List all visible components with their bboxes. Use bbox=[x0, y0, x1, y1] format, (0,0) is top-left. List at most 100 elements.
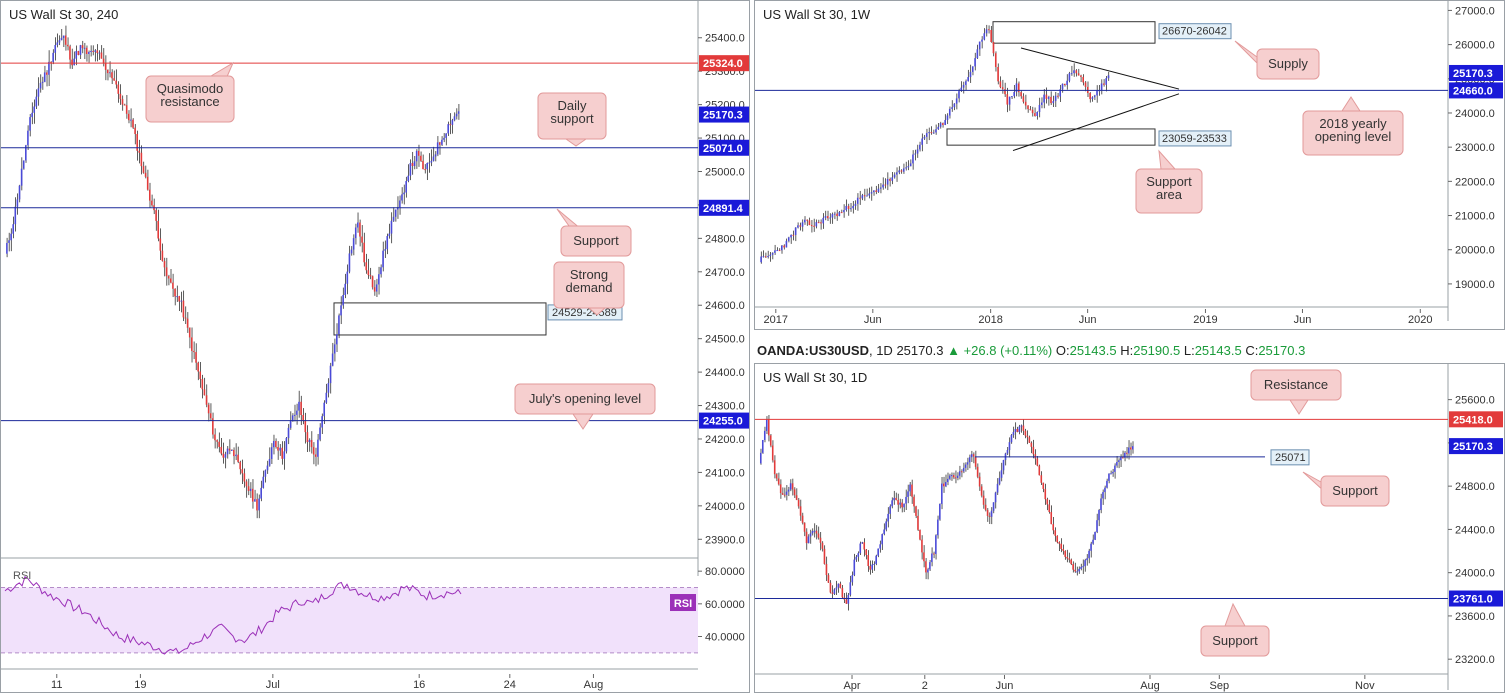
weekly-candle[interactable] bbox=[875, 190, 877, 192]
daily-candle[interactable] bbox=[873, 563, 875, 565]
h4-candle[interactable] bbox=[235, 454, 237, 457]
daily-candle[interactable] bbox=[797, 499, 800, 507]
h4-candle[interactable] bbox=[172, 282, 174, 289]
weekly-candle[interactable] bbox=[1054, 95, 1057, 102]
h4-candle[interactable] bbox=[180, 300, 183, 302]
weekly-candle[interactable] bbox=[960, 87, 963, 92]
h4-candle[interactable] bbox=[256, 499, 258, 511]
daily-candle[interactable] bbox=[897, 499, 899, 505]
h4-candle[interactable] bbox=[241, 469, 244, 474]
h4-candle[interactable] bbox=[249, 488, 252, 491]
h4-candle[interactable] bbox=[434, 154, 437, 157]
daily-chart-panel[interactable]: 25600.025200.024800.024400.024000.023600… bbox=[754, 363, 1505, 693]
daily-candle[interactable] bbox=[911, 484, 913, 497]
daily-candle[interactable] bbox=[805, 531, 808, 544]
weekly-candle[interactable] bbox=[769, 254, 772, 257]
weekly-candle[interactable] bbox=[1059, 89, 1061, 97]
weekly-candle[interactable] bbox=[958, 91, 960, 99]
h4-candle[interactable] bbox=[361, 236, 363, 243]
h4-candle[interactable] bbox=[359, 222, 361, 237]
weekly-candle[interactable] bbox=[955, 98, 958, 104]
h4-candle[interactable] bbox=[29, 117, 31, 131]
h4-candle[interactable] bbox=[52, 52, 54, 63]
h4-candle[interactable] bbox=[308, 440, 311, 443]
daily-candle[interactable] bbox=[905, 496, 907, 504]
daily-candle[interactable] bbox=[759, 452, 762, 464]
h4-candle[interactable] bbox=[302, 414, 304, 421]
daily-candle[interactable] bbox=[765, 419, 768, 431]
daily-candle[interactable] bbox=[833, 589, 836, 594]
h4-candle[interactable] bbox=[331, 353, 334, 366]
h4-candle[interactable] bbox=[455, 113, 458, 117]
weekly-candle[interactable] bbox=[978, 41, 981, 50]
h4-candle[interactable] bbox=[323, 402, 326, 417]
h4-candle[interactable] bbox=[18, 185, 21, 200]
daily-candle[interactable] bbox=[827, 575, 830, 583]
daily-candle[interactable] bbox=[1002, 460, 1005, 471]
weekly-candle[interactable] bbox=[1047, 96, 1050, 99]
weekly-candle[interactable] bbox=[845, 205, 848, 211]
weekly-candle[interactable] bbox=[985, 29, 988, 34]
daily-candle[interactable] bbox=[1070, 559, 1072, 565]
daily-candle[interactable] bbox=[982, 495, 985, 505]
h4-candle[interactable] bbox=[188, 327, 191, 338]
daily-candle[interactable] bbox=[891, 500, 893, 507]
daily-candle[interactable] bbox=[785, 491, 788, 495]
weekly-candle[interactable] bbox=[799, 225, 802, 227]
daily-candle[interactable] bbox=[893, 497, 895, 501]
daily-candle[interactable] bbox=[1114, 465, 1116, 472]
h4-candle[interactable] bbox=[327, 383, 330, 393]
h4-candle[interactable] bbox=[289, 420, 292, 428]
daily-candle[interactable] bbox=[809, 533, 812, 537]
weekly-candle[interactable] bbox=[946, 115, 949, 120]
daily-candle[interactable] bbox=[968, 457, 971, 463]
h4-candle[interactable] bbox=[285, 438, 288, 452]
weekly-candle[interactable] bbox=[808, 220, 811, 226]
daily-candle[interactable] bbox=[803, 522, 806, 532]
h4-candle[interactable] bbox=[56, 42, 59, 45]
h4-candle[interactable] bbox=[191, 337, 193, 351]
daily-candle[interactable] bbox=[1088, 550, 1090, 559]
daily-candle[interactable] bbox=[988, 515, 991, 517]
h4-candle[interactable] bbox=[25, 145, 27, 161]
h4-candle[interactable] bbox=[321, 416, 323, 428]
h4-candle[interactable] bbox=[333, 344, 336, 354]
daily-candle[interactable] bbox=[976, 466, 979, 477]
h4-candle[interactable] bbox=[411, 163, 414, 167]
h4-candle[interactable] bbox=[197, 362, 199, 372]
h4-candle[interactable] bbox=[453, 116, 456, 121]
daily-candle[interactable] bbox=[929, 562, 931, 570]
daily-candle[interactable] bbox=[799, 506, 802, 516]
h4-candle[interactable] bbox=[254, 499, 256, 502]
daily-candle[interactable] bbox=[1118, 460, 1120, 463]
weekly-candle[interactable] bbox=[836, 213, 838, 217]
h4-candle[interactable] bbox=[184, 317, 187, 319]
weekly-candle[interactable] bbox=[981, 39, 983, 42]
daily-candle[interactable] bbox=[1128, 447, 1130, 454]
h4-candle[interactable] bbox=[315, 454, 317, 457]
weekly-candle[interactable] bbox=[992, 41, 995, 54]
weekly-candle[interactable] bbox=[1105, 78, 1108, 85]
daily-candle[interactable] bbox=[1008, 442, 1011, 451]
h4-candle[interactable] bbox=[403, 192, 405, 195]
daily-candle[interactable] bbox=[835, 587, 838, 590]
weekly-candle[interactable] bbox=[873, 190, 875, 193]
weekly-candle[interactable] bbox=[967, 77, 969, 82]
weekly-candle[interactable] bbox=[990, 29, 992, 42]
daily-candle[interactable] bbox=[1106, 480, 1108, 488]
daily-candle[interactable] bbox=[1116, 462, 1118, 466]
h4-candle[interactable] bbox=[212, 418, 214, 435]
weekly-candle[interactable] bbox=[806, 219, 808, 221]
weekly-candle[interactable] bbox=[843, 210, 845, 213]
daily-candle[interactable] bbox=[1056, 535, 1059, 543]
h4-chart-panel[interactable]: 25400.025300.025200.025100.025000.024900… bbox=[0, 0, 750, 693]
h4-candle[interactable] bbox=[384, 249, 386, 251]
h4-candle[interactable] bbox=[422, 160, 424, 170]
h4-candle[interactable] bbox=[31, 112, 33, 118]
weekly-candle[interactable] bbox=[794, 227, 797, 235]
weekly-candle[interactable] bbox=[1017, 83, 1020, 93]
h4-candle[interactable] bbox=[283, 451, 286, 459]
weekly-candle[interactable] bbox=[829, 217, 831, 219]
h4-candle[interactable] bbox=[344, 283, 347, 295]
h4-candle[interactable] bbox=[195, 352, 197, 363]
